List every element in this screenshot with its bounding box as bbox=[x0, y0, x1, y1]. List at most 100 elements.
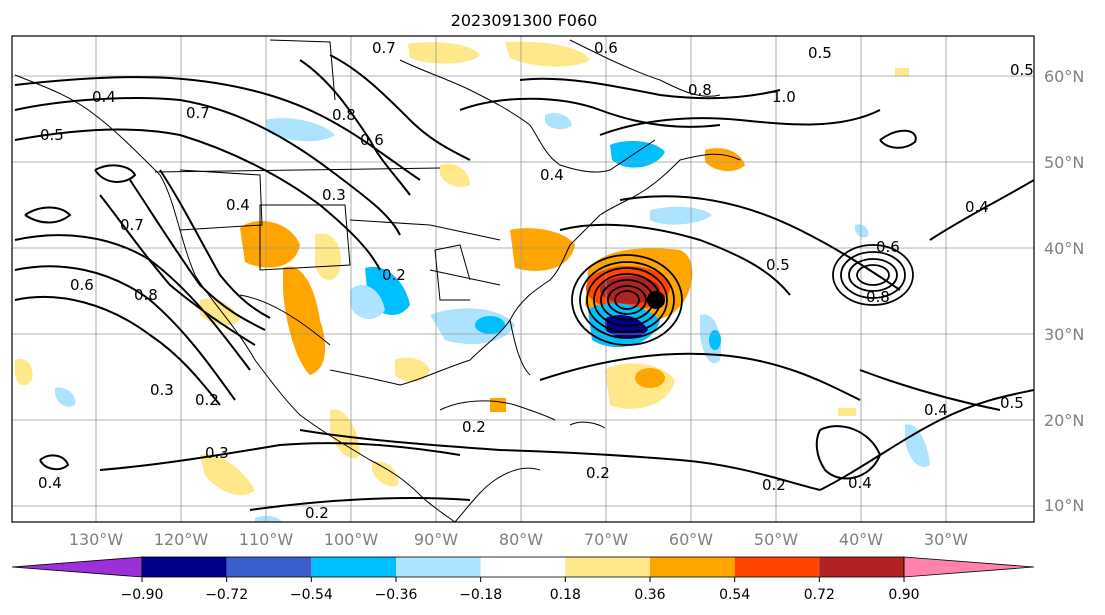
shade-region bbox=[440, 163, 470, 187]
colorbar-tick-label: −0.72 bbox=[205, 587, 248, 603]
colorbar-segment bbox=[565, 557, 650, 577]
contour-label: 0.2 bbox=[195, 391, 219, 409]
contour-line bbox=[619, 195, 901, 291]
lon-label: 60°W bbox=[669, 530, 713, 549]
longitude-labels: 130°W 120°W 110°W 100°W 90°W 80°W 70°W 6… bbox=[69, 530, 968, 549]
country-border bbox=[154, 167, 441, 173]
colorbar-tick-label: 0.18 bbox=[550, 587, 581, 603]
lon-label: 80°W bbox=[499, 530, 543, 549]
colorbar-outline bbox=[141, 556, 905, 578]
shade-region bbox=[283, 266, 326, 375]
coastline-cuba bbox=[439, 400, 556, 421]
contour-line bbox=[14, 76, 421, 181]
state-border bbox=[349, 219, 501, 241]
shade-region bbox=[55, 387, 76, 407]
colorbar-tick-label: −0.18 bbox=[459, 587, 502, 603]
contour-label: 0.6 bbox=[360, 131, 384, 149]
contour-ring bbox=[571, 254, 683, 346]
contour-label: 0.8 bbox=[134, 286, 158, 304]
lat-label: 60°N bbox=[1044, 67, 1084, 86]
contour-line bbox=[299, 59, 411, 196]
contour-label: 0.2 bbox=[586, 464, 610, 482]
lon-label: 30°W bbox=[924, 530, 968, 549]
contour-label: 0.7 bbox=[120, 216, 144, 234]
shade-region bbox=[255, 515, 282, 522]
contour-label: 0.8 bbox=[688, 81, 712, 99]
shade-region bbox=[265, 118, 335, 142]
contour-label: 0.6 bbox=[876, 238, 900, 256]
contour-label: 0.5 bbox=[808, 44, 832, 62]
lon-label: 120°W bbox=[154, 530, 209, 549]
colorbar-tick-label: 0.36 bbox=[634, 587, 665, 603]
contour-line bbox=[519, 77, 781, 100]
state-border bbox=[179, 169, 263, 231]
shade-region bbox=[240, 221, 300, 268]
shade-region bbox=[855, 224, 869, 238]
contour-label: 0.4 bbox=[226, 196, 250, 214]
lon-label: 50°W bbox=[754, 530, 798, 549]
contour-line bbox=[539, 352, 861, 401]
contour-line bbox=[879, 129, 917, 149]
state-border bbox=[269, 39, 336, 101]
contour-line bbox=[815, 425, 882, 480]
lat-label: 50°N bbox=[1044, 153, 1084, 172]
contour-line bbox=[94, 164, 137, 183]
coastline-east bbox=[509, 153, 741, 321]
contour-line bbox=[99, 194, 256, 346]
colorbar-tick-label: −0.54 bbox=[290, 587, 333, 603]
contour-label: 0.2 bbox=[382, 266, 406, 284]
contour-line bbox=[329, 54, 471, 161]
colorbar-segment bbox=[480, 557, 566, 577]
cyclone-contours bbox=[571, 254, 683, 346]
coastline-labrador bbox=[569, 39, 721, 97]
colorbar-segments bbox=[11, 556, 1035, 578]
contour-label: 0.4 bbox=[540, 166, 564, 184]
colorbar-segment bbox=[226, 557, 312, 577]
contour-label: 1.0 bbox=[772, 88, 796, 106]
contour-line bbox=[249, 497, 471, 511]
colorbar-segment bbox=[142, 557, 227, 577]
contour-line bbox=[14, 265, 236, 401]
lon-label: 110°W bbox=[239, 530, 294, 549]
colorbar-segment bbox=[819, 557, 904, 577]
contour-label: 0.5 bbox=[766, 256, 790, 274]
contour-ring bbox=[579, 261, 675, 339]
contour-label: 0.8 bbox=[332, 106, 356, 124]
colorbar-tick-label: 0.72 bbox=[804, 587, 835, 603]
shade-region bbox=[510, 228, 575, 271]
coastline-gulf bbox=[329, 318, 531, 386]
shade-region bbox=[635, 368, 665, 388]
contour-line bbox=[929, 179, 1034, 241]
contour-label: 0.3 bbox=[322, 186, 346, 204]
lat-label: 10°N bbox=[1044, 496, 1084, 515]
map-panel: 0.7 0.6 0.5 0.8 1.0 0.4 0.7 0.6 0.8 0.3 … bbox=[11, 35, 1084, 549]
contour-line bbox=[859, 369, 1001, 411]
storm-center-marker bbox=[647, 291, 665, 309]
map-frame bbox=[11, 35, 1035, 523]
colorbar-ticks: −0.90 −0.72 −0.54 −0.36 −0.18 0.18 0.36 0.54 0.7… bbox=[121, 577, 920, 603]
contour-ring bbox=[832, 244, 914, 306]
contour-label: 0.4 bbox=[92, 88, 116, 106]
shade-region bbox=[709, 330, 721, 350]
contour-line bbox=[14, 97, 401, 236]
lon-label: 70°W bbox=[584, 530, 628, 549]
positive-shading bbox=[15, 41, 909, 495]
contour-line bbox=[299, 429, 821, 491]
lat-label: 30°N bbox=[1044, 325, 1084, 344]
contour-line bbox=[129, 179, 266, 331]
contour-line bbox=[159, 169, 271, 319]
shade-region bbox=[408, 42, 480, 64]
latitude-labels: 60°N 50°N 40°N 30°N 20°N 10°N bbox=[1044, 67, 1084, 515]
shade-region bbox=[200, 454, 255, 495]
contour-line bbox=[459, 97, 721, 128]
coastline-central-america bbox=[454, 467, 541, 522]
colorbar-segment bbox=[734, 557, 820, 577]
contour-label: 0.4 bbox=[38, 474, 62, 492]
lon-label: 130°W bbox=[69, 530, 124, 549]
contour-label: 0.3 bbox=[205, 444, 229, 462]
shade-region bbox=[15, 358, 33, 386]
colorbar-tick-label: 0.54 bbox=[719, 587, 750, 603]
shade-region bbox=[490, 398, 506, 412]
contour-label: 0.7 bbox=[372, 39, 396, 57]
